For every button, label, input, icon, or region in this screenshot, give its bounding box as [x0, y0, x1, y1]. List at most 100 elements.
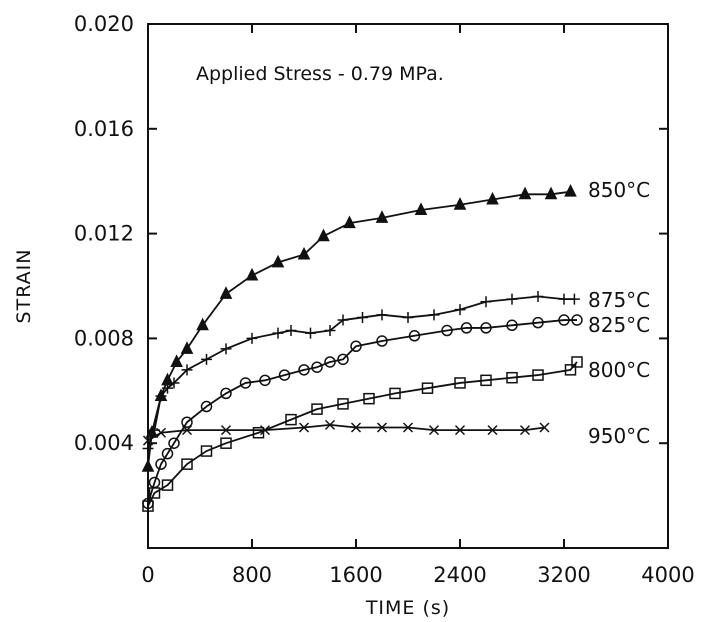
data-point-x — [376, 422, 388, 433]
data-point-x — [539, 422, 550, 433]
data-point-square — [363, 392, 375, 405]
data-point-triangle — [375, 210, 389, 223]
data-point-circle — [506, 319, 518, 332]
data-point-plus — [162, 382, 173, 394]
data-point-triangle — [453, 197, 467, 210]
data-point-plus — [285, 325, 297, 337]
series-line — [147, 190, 571, 467]
data-point-triangle — [245, 267, 259, 281]
data-point-plus — [532, 290, 544, 302]
data-point-plus — [376, 309, 388, 321]
data-point-square — [480, 374, 492, 387]
y-tick-label: 0.020 — [74, 12, 134, 36]
data-point-square — [220, 437, 232, 449]
data-point-circle — [408, 330, 421, 342]
data-point-square — [389, 387, 401, 400]
data-point-circle — [460, 322, 473, 334]
data-point-x — [259, 425, 271, 436]
series-3: 800°C — [142, 356, 650, 512]
data-point-circle — [311, 361, 323, 373]
data-point-plus — [337, 314, 349, 326]
x-tick-label: 800 — [232, 563, 272, 587]
data-point-x — [454, 425, 466, 436]
x-tick-label: 0 — [141, 563, 154, 587]
applied-stress-annotation: Applied Stress - 0.79 MPa. — [196, 63, 444, 85]
data-point-triangle — [196, 317, 209, 331]
data-point-plus — [272, 327, 284, 339]
data-point-x — [298, 422, 310, 433]
data-point-circle — [220, 387, 232, 400]
x-axis: 0 800 1600 2400 3200 4000 — [141, 24, 695, 587]
data-point-plus — [506, 293, 518, 305]
series-label: 875°C — [588, 288, 650, 312]
x-tick-label: 1600 — [329, 563, 382, 587]
data-point-plus — [155, 390, 167, 402]
y-axis-title: STRAIN — [13, 249, 35, 324]
data-point-triangle — [486, 191, 499, 205]
data-point-circle — [259, 374, 271, 387]
series-label: 800°C — [588, 358, 650, 382]
data-point-circle — [558, 314, 570, 326]
data-point-triangle — [170, 354, 183, 367]
series-line — [147, 423, 545, 442]
data-point-square — [337, 398, 349, 410]
data-point-circle — [337, 353, 349, 366]
data-point-triangle — [271, 254, 285, 268]
series-label: 850°C — [588, 178, 650, 202]
data-point-x — [155, 427, 167, 438]
plot-frame — [147, 23, 669, 549]
data-point-plus — [246, 332, 258, 344]
series-label: 950°C — [588, 424, 650, 448]
data-point-circle — [278, 369, 291, 381]
data-point-circle — [532, 316, 544, 329]
series-2: 825°C — [142, 313, 650, 510]
y-tick-label: 0.012 — [74, 222, 134, 246]
data-point-triangle — [414, 202, 428, 216]
series-4: 950°C — [142, 419, 650, 448]
data-point-circle — [239, 377, 252, 389]
data-point-square — [181, 458, 193, 470]
data-point-plus — [305, 327, 316, 339]
data-point-x — [428, 425, 440, 436]
y-tick-label: 0.004 — [74, 431, 134, 455]
data-point-circle — [441, 324, 453, 337]
data-point-circle — [480, 322, 492, 334]
data-point-x — [220, 425, 232, 436]
data-point-triangle — [544, 186, 558, 200]
y-tick-label: 0.016 — [74, 117, 134, 141]
data-point-plus — [480, 296, 492, 308]
data-point-square — [454, 377, 466, 389]
data-point-plus — [402, 311, 414, 323]
data-point-plus — [454, 304, 466, 316]
data-point-x — [350, 422, 362, 433]
data-point-plus — [568, 293, 580, 305]
data-point-plus — [558, 293, 570, 305]
y-tick-label: 0.008 — [74, 326, 134, 350]
data-point-plus — [220, 343, 232, 355]
data-point-circle — [376, 335, 388, 347]
data-point-x — [142, 435, 154, 446]
data-point-square — [252, 426, 265, 439]
data-point-square — [532, 369, 544, 381]
data-point-circle — [200, 400, 213, 413]
data-point-triangle — [297, 246, 311, 260]
data-point-square — [200, 445, 213, 457]
data-point-triangle — [141, 459, 155, 472]
data-point-square — [148, 487, 161, 499]
data-point-x — [487, 425, 498, 436]
series-0: 850°C — [141, 178, 650, 472]
data-point-triangle — [564, 184, 577, 197]
y-axis: 0.004 0.008 0.012 0.016 0.020 — [74, 12, 668, 455]
data-point-plus — [168, 377, 180, 389]
data-point-circle — [324, 356, 336, 368]
data-point-plus — [201, 353, 212, 365]
data-point-triangle — [219, 286, 233, 299]
data-point-circle — [181, 416, 193, 428]
data-point-square — [571, 356, 583, 368]
data-point-triangle — [343, 215, 356, 229]
data-point-plus — [428, 309, 440, 321]
x-tick-label: 2400 — [433, 563, 486, 587]
data-point-square — [506, 371, 518, 384]
